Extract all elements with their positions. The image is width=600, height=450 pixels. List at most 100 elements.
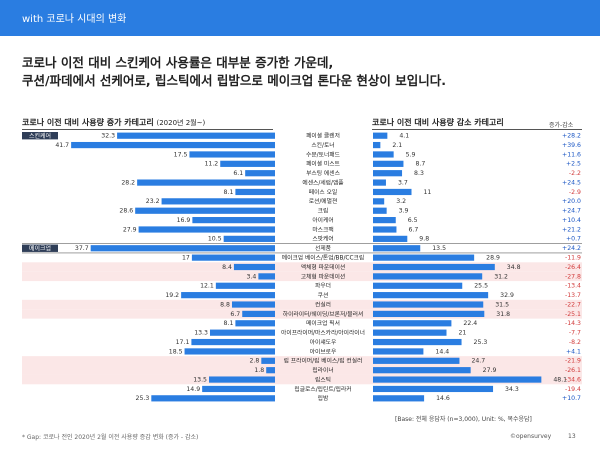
decrease-bar	[373, 254, 475, 261]
gap-value: +10.7	[562, 395, 581, 402]
gap-value: +39.6	[562, 142, 581, 149]
gap-value: +20.0	[562, 198, 581, 205]
decrease-value: 31.8	[496, 311, 510, 318]
gap-value: +0.7	[566, 236, 581, 243]
decrease-value: 34.3	[505, 386, 519, 393]
decrease-value: 6.7	[408, 226, 418, 233]
category-label: 립밤	[318, 394, 329, 402]
increase-bar	[266, 367, 275, 374]
increase-bar	[151, 395, 275, 402]
category-label: 스팟케어	[312, 235, 333, 243]
increase-value: 28.2	[121, 179, 135, 186]
gap-value: +24.7	[562, 208, 581, 215]
decrease-bar	[373, 273, 483, 280]
category-label: 크림	[318, 207, 329, 215]
category-label: 페이스 오일	[309, 188, 338, 196]
section-title: with 코로나 시대의 변화	[22, 14, 127, 25]
increase-value: 18.5	[169, 348, 183, 355]
increase-value: 3.4	[247, 273, 257, 280]
category-label: 컨실러	[315, 300, 331, 308]
decrease-value: 4.1	[399, 133, 409, 140]
category-label: 메이크업 베이스/톤업/BB/CC크림	[282, 254, 364, 262]
increase-value: 12.1	[200, 283, 214, 290]
page-number: 13	[568, 433, 576, 440]
increase-value: 16.9	[177, 217, 191, 224]
gap-value: +11.6	[562, 151, 581, 158]
left-panel-title-text: 코로나 이전 대비 사용량 증가 카테고리	[22, 118, 154, 127]
decrease-bar	[373, 292, 489, 299]
gap-value: -34.6	[565, 376, 581, 383]
increase-value: 37.7	[75, 245, 89, 252]
gap-value: -13.7	[565, 292, 581, 299]
group-label-makeup-bg	[22, 244, 58, 252]
decrease-value: 48.1	[553, 376, 567, 383]
increase-bar	[192, 217, 275, 224]
decrease-bar	[373, 245, 421, 252]
increase-bar	[138, 226, 275, 233]
increase-value: 8.1	[224, 189, 234, 196]
increase-bar	[189, 151, 275, 158]
increase-value: 13.3	[194, 330, 208, 337]
left-panel-rule	[22, 129, 273, 130]
increase-value: 10.5	[208, 236, 222, 243]
increase-value: 8.4	[222, 264, 232, 271]
decrease-bar	[373, 132, 388, 139]
category-label: 페이셜 클렌저	[306, 132, 340, 140]
decrease-value: 22.4	[463, 320, 477, 327]
increase-bar	[231, 301, 275, 308]
decrease-value: 27.9	[483, 367, 497, 374]
gap-value: -8.2	[569, 339, 581, 346]
increase-bar	[235, 188, 275, 196]
decrease-bar	[373, 320, 452, 327]
increase-value: 1.8	[254, 367, 264, 374]
decrease-bar	[373, 376, 542, 383]
gap-value: +4.1	[566, 348, 581, 355]
category-label: 립 프라이머/립 베이스/립 컨실러	[284, 357, 363, 365]
right-panel-rule	[372, 129, 582, 130]
decrease-value: 14.6	[436, 395, 450, 402]
decrease-value: 28.9	[486, 255, 500, 262]
base-note: [Base: 전체 응답자 (n=3,000), Unit: %, 복수응답]	[395, 416, 532, 423]
decrease-bar	[373, 188, 412, 196]
increase-bar	[209, 329, 275, 336]
category-label: 파우더	[315, 282, 331, 290]
highlight-row-bg	[22, 262, 582, 272]
decrease-value: 11	[424, 189, 432, 196]
category-label: 스킨/토너	[311, 141, 334, 149]
gap-value: -13.4	[565, 283, 581, 290]
decrease-value: 21	[459, 330, 467, 337]
right-panel-title: 코로나 이전 대비 사용량 감소 카테고리	[372, 118, 504, 127]
decrease-value: 14.4	[435, 348, 449, 355]
increase-value: 17	[182, 255, 190, 262]
gap-value: -2.9	[569, 189, 581, 196]
gap-value: +28.2	[562, 133, 581, 140]
increase-bar	[137, 179, 275, 186]
gap-value: -7.7	[569, 330, 581, 337]
decrease-value: 6.5	[408, 217, 418, 224]
increase-value: 6.7	[230, 311, 240, 318]
decrease-bar	[373, 263, 495, 271]
category-label: 에센스/세럼/앰플	[302, 178, 344, 186]
decrease-value: 8.7	[415, 161, 425, 168]
decrease-value: 3.7	[398, 179, 408, 186]
category-label: 립글로스/립틴트/립라커	[294, 385, 351, 393]
decrease-bar	[373, 160, 404, 167]
increase-value: 32.3	[101, 133, 115, 140]
increase-bar	[215, 282, 275, 289]
decrease-bar	[373, 207, 387, 214]
decrease-bar	[373, 357, 460, 364]
increase-bar	[261, 357, 275, 364]
brand-logo: ©opensurvey	[510, 433, 552, 440]
gap-value: -11.9	[565, 255, 581, 262]
increase-bar	[223, 235, 275, 242]
decrease-value: 3.2	[396, 198, 406, 205]
gap-value: -19.4	[565, 386, 581, 393]
category-label: 마스크팩	[312, 225, 333, 233]
increase-bar	[161, 198, 275, 205]
decrease-value: 5.9	[406, 151, 416, 158]
decrease-bar	[373, 217, 396, 224]
increase-bar	[235, 320, 275, 327]
decrease-bar	[373, 235, 408, 242]
decrease-bar	[373, 348, 424, 355]
highlight-row-bg	[22, 309, 582, 319]
